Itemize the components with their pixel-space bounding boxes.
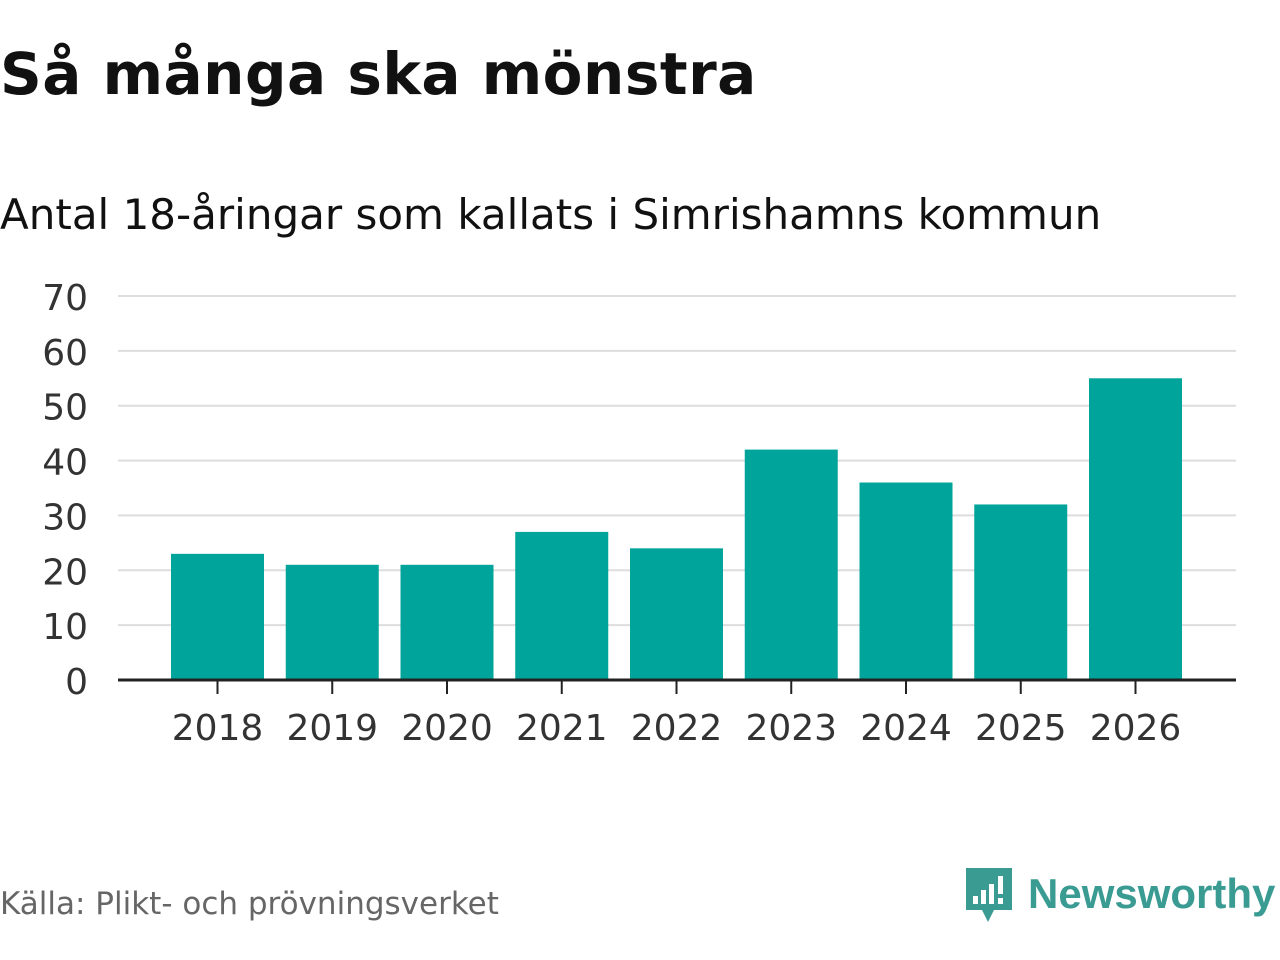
y-tick-label: 0	[65, 662, 88, 703]
bar	[974, 504, 1068, 680]
newsworthy-logo-icon	[966, 868, 1012, 922]
x-tick-label: 2019	[286, 708, 378, 749]
y-tick-label: 20	[42, 552, 88, 593]
y-tick-label: 10	[42, 607, 88, 648]
bar	[859, 482, 953, 680]
source-note: Källa: Plikt- och prövningsverket	[0, 886, 499, 922]
bar	[285, 564, 379, 680]
bars	[171, 378, 1182, 680]
y-tick-label: 30	[42, 497, 88, 538]
bar	[171, 553, 264, 680]
bar	[1089, 378, 1182, 680]
x-tick-label: 2021	[516, 708, 608, 749]
x-tick-label: 2023	[745, 708, 837, 749]
x-tick-label: 2018	[172, 708, 264, 749]
x-tick-label: 2022	[631, 708, 723, 749]
chart-title: Så många ska mönstra	[0, 40, 757, 108]
y-axis-ticks: 0 10 20 30 40 50 60 70	[42, 278, 88, 703]
x-tick-label: 2020	[401, 708, 493, 749]
chart-subtitle: Antal 18-åringar som kallats i Simrisham…	[0, 190, 1102, 239]
x-tick-label: 2024	[860, 708, 952, 749]
y-tick-label: 60	[42, 333, 88, 374]
bar	[515, 531, 609, 680]
bar	[400, 564, 494, 680]
y-tick-label: 70	[42, 278, 88, 319]
y-tick-label: 40	[42, 443, 88, 484]
x-tick-label: 2025	[975, 708, 1067, 749]
brand: Newsworthy	[964, 864, 1275, 924]
x-tick-label: 2026	[1090, 708, 1182, 749]
x-axis-ticks: 2018 2019 2020 2021 2022 2023 2024 2025 2026	[172, 680, 1182, 749]
bar	[744, 449, 838, 680]
bar	[630, 548, 723, 680]
bar-chart: 0 10 20 30 40 50 60 70 2018 2019 2020 2021 2022 2023…	[42, 278, 1236, 749]
y-tick-label: 50	[42, 388, 88, 429]
brand-name: Newsworthy	[1028, 870, 1276, 917]
